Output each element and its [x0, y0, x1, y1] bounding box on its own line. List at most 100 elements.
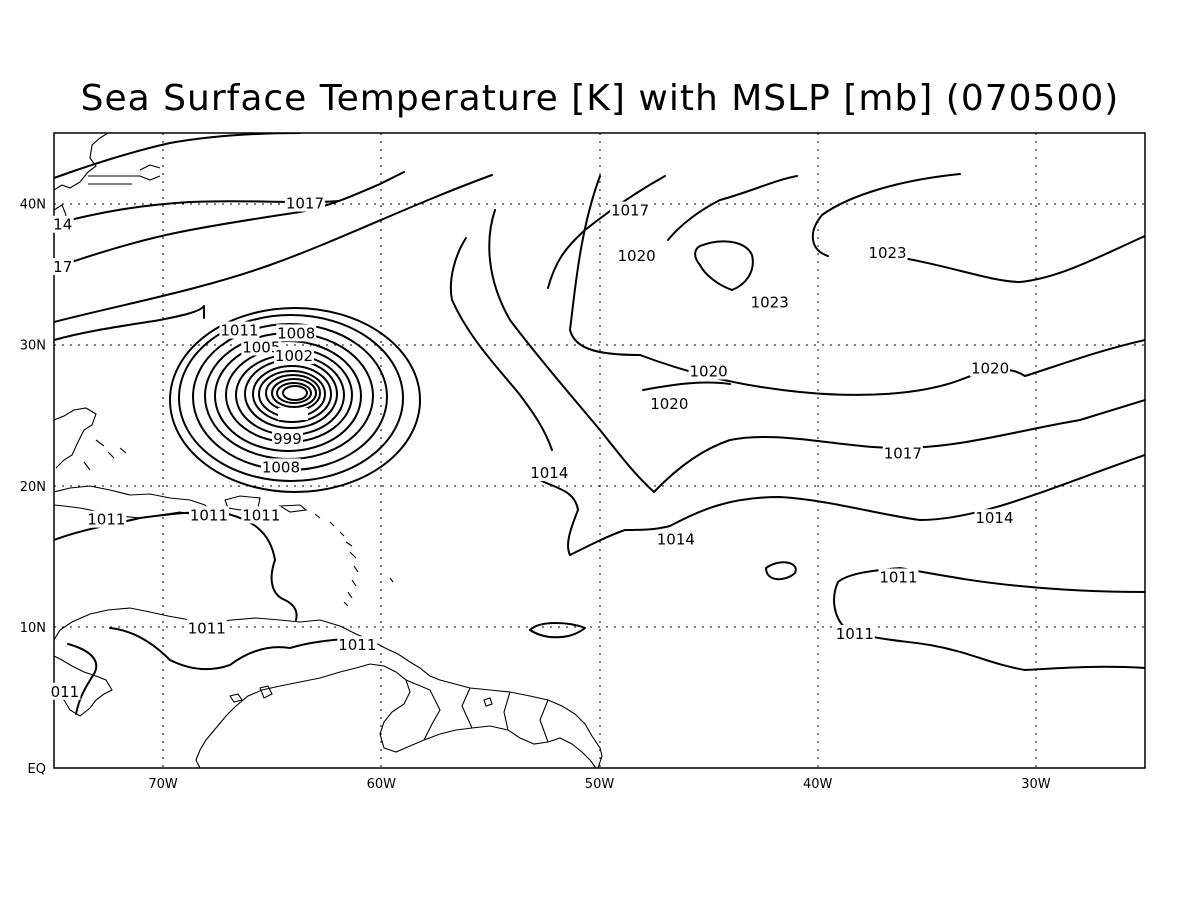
lat-tick-label: 40N [20, 198, 46, 213]
lat-tick-label: 20N [20, 480, 46, 495]
contour-label: 1020 [690, 362, 728, 380]
contour-label-bg [241, 338, 282, 356]
contour-label: 1011 [188, 619, 226, 637]
coast-lesser-antilles [314, 513, 394, 607]
contour-label: 1008 [277, 324, 315, 342]
contour-label-bg [260, 458, 301, 476]
contour-label: 1011 [87, 511, 125, 529]
isobar-line [54, 174, 493, 323]
contour-label-bg [241, 506, 282, 524]
contour-label-bg [86, 510, 127, 528]
isobar-line [67, 643, 98, 715]
coast-north-america [54, 133, 161, 223]
grid-lines [54, 133, 1145, 768]
contour-label-bg [882, 444, 923, 462]
coast-florida [54, 407, 97, 469]
contour-label: 1002 [275, 347, 313, 365]
contour-label: 1023 [751, 293, 789, 311]
contour-label-bg [974, 509, 1015, 527]
contour-label: 17 [53, 258, 72, 276]
contour-label: 1011 [338, 636, 376, 654]
contour-label-bg [610, 201, 651, 219]
contour-label: 1017 [286, 195, 324, 213]
contour-label: 1014 [657, 530, 695, 548]
contour-label-bg [649, 394, 690, 412]
contour-label: 1020 [618, 247, 656, 265]
contour-label: 14 [53, 216, 72, 234]
contour-label-bg [688, 362, 729, 380]
contour-label: 999 [273, 430, 302, 448]
isobar-line [694, 240, 754, 291]
contour-label-bg [529, 464, 570, 482]
lat-tick-label: EQ [28, 762, 46, 777]
isobar-line [837, 567, 1145, 593]
lon-tick-label: 40W [803, 777, 833, 792]
isobar-line [642, 381, 731, 391]
contour-label-bg [51, 215, 74, 233]
contour-label-bg [49, 682, 81, 700]
coastlines [54, 133, 603, 768]
isobar-line [569, 175, 1145, 396]
contour-label: 1017 [611, 202, 649, 220]
lon-tick-label: 50W [585, 777, 615, 792]
isobar-line [812, 173, 961, 257]
contour-label: 1017 [884, 444, 922, 462]
lat-tick-label: 30N [20, 339, 46, 354]
coast-bahamas [83, 439, 127, 471]
lon-tick-label: 70W [148, 777, 178, 792]
contour-label-bg [271, 430, 303, 448]
contour-label: 1020 [971, 360, 1009, 378]
contour-label: 1011 [220, 322, 258, 340]
contour-label: 1005 [242, 338, 280, 356]
isobar-line [449, 237, 553, 451]
lat-tick-label: 10N [20, 621, 46, 636]
isobar-line [539, 454, 1145, 556]
contour-label-bg [186, 619, 227, 637]
contour-label-bg [51, 258, 74, 276]
coast-panama [54, 655, 113, 717]
contour-label-bg [878, 568, 919, 586]
contour-label: 1011 [242, 506, 280, 524]
contour-label-bg [970, 359, 1011, 377]
contour-label-bg [616, 246, 657, 264]
contour-label-bg [834, 624, 875, 642]
isobar-line [667, 175, 798, 241]
coast-borders [405, 679, 549, 743]
contour-label-bg [219, 321, 260, 339]
isobar-line [881, 235, 1145, 283]
isobar-line [488, 209, 1145, 493]
lon-tick-label: 60W [367, 777, 397, 792]
isobar-line [109, 627, 357, 671]
contour-label-bg [867, 243, 908, 261]
lon-tick-label: 30W [1021, 777, 1051, 792]
contour-label: 011 [51, 683, 80, 701]
contour-label-bg [188, 506, 229, 524]
isobar-line [54, 305, 205, 341]
map-title: Sea Surface Temperature [K] with MSLP [m… [80, 78, 1120, 119]
plot-frame [53, 132, 1146, 769]
contour-label: 1014 [530, 464, 568, 482]
coast-central-america [54, 607, 603, 768]
contour-label: 1020 [650, 395, 688, 413]
coast-south-america [195, 663, 597, 768]
contour-label-bg [276, 324, 317, 342]
isobar-line [529, 622, 586, 639]
contour-label: 1008 [262, 458, 300, 476]
isobar-line [547, 175, 666, 289]
contour-label: 1011 [836, 625, 874, 643]
isobar-line [54, 171, 405, 269]
contour-label-bg [284, 194, 325, 212]
contour-label: 1023 [868, 244, 906, 262]
contour-label-bg [337, 636, 378, 654]
coast-lake [229, 685, 493, 707]
contour-label: 1014 [975, 509, 1013, 527]
contour-label-bg [274, 346, 315, 364]
contour-label-bg [655, 530, 696, 548]
isobar-line [833, 581, 1145, 671]
isobar-line [54, 133, 301, 179]
contour-label: 1011 [879, 569, 917, 587]
contour-label: 1011 [190, 506, 228, 524]
contour-label-bg [749, 293, 790, 311]
